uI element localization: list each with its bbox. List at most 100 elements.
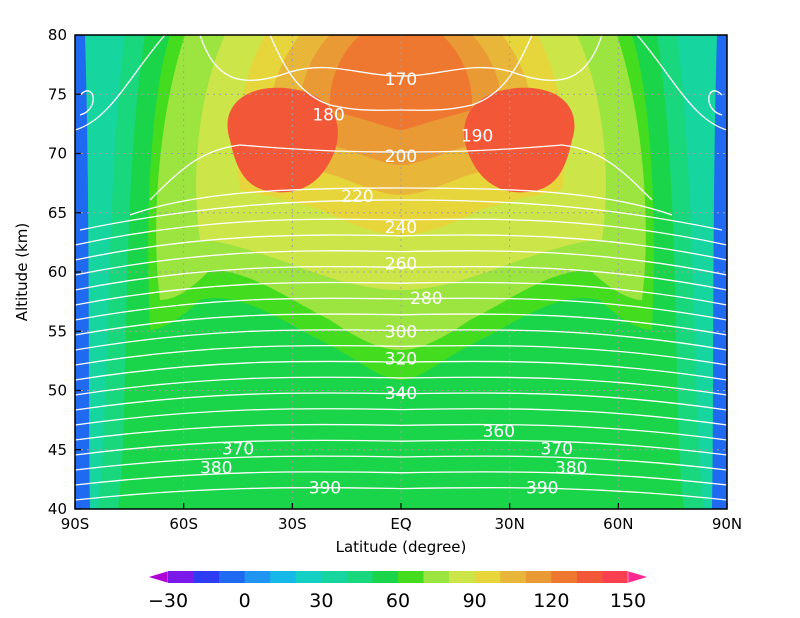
isotherm-line (75, 281, 727, 306)
y-axis-title: Altitude (km) (13, 223, 31, 321)
colorbar-swatch (219, 571, 245, 583)
y-tick-label: 50 (48, 382, 67, 400)
contour-label: 280 (410, 289, 442, 309)
colorbar-tick-label: 0 (239, 590, 251, 612)
x-tick-label: 60N (603, 515, 633, 533)
isotherm-line (75, 297, 727, 321)
isotherm-line (75, 408, 727, 426)
isotherm-line (75, 392, 727, 411)
contour-label: 370 (541, 440, 573, 460)
isotherm-line (75, 250, 727, 276)
contour-fill-layer (75, 35, 727, 509)
colorbar-tick-label: 150 (610, 590, 646, 612)
y-tick-label: 55 (48, 322, 67, 340)
colorbar-swatch (270, 571, 297, 583)
y-tick-label: 40 (48, 500, 67, 518)
y-tick-label: 75 (48, 85, 67, 103)
contour-label: 360 (483, 422, 515, 442)
y-tick-label: 45 (48, 441, 67, 459)
contour-label: 300 (385, 322, 417, 342)
colorbar: −30 0 30 60 90 120 150 (147, 570, 649, 612)
fill-blob-north (464, 87, 575, 193)
isotherm-line (75, 329, 727, 351)
colorbar-swatch (168, 571, 194, 583)
colorbar-tick-label: −30 (148, 590, 188, 612)
isotherm-line (129, 187, 673, 216)
isotherm-line (75, 218, 727, 246)
y-axis: 40 45 50 55 60 65 70 75 80 (48, 26, 81, 518)
colorbar-tick-label: 60 (386, 590, 410, 612)
colorbar-swatch (193, 571, 220, 583)
colorbar-arrow-high (627, 570, 649, 584)
fill-band-140 (329, 35, 473, 130)
isotherm-line (75, 360, 727, 381)
colorbar-swatch (576, 571, 603, 583)
x-axis: 90S 60S 30S EQ 30N 60N 90N (61, 503, 742, 533)
contour-label: 200 (385, 147, 417, 167)
isotherm-line (75, 486, 727, 501)
isotherm-line (75, 455, 727, 471)
contour-label: 220 (341, 187, 373, 207)
isotherm-line (75, 234, 727, 261)
x-axis-title: Latitude (degree) (336, 538, 467, 556)
colorbar-swatch (449, 571, 475, 583)
isotherm-line (75, 376, 727, 396)
x-tick-label: 30S (278, 515, 307, 533)
isotherm-line (199, 35, 603, 82)
isotherm-line (75, 344, 727, 366)
colorbar-swatch (398, 571, 424, 583)
isotherm-line (269, 35, 533, 111)
isotherm-line (75, 313, 727, 336)
isotherm-line (75, 265, 727, 291)
y-tick-label: 80 (48, 26, 67, 44)
contour-label: 240 (385, 218, 417, 238)
isotherm-line (79, 199, 723, 231)
contour-label: 390 (309, 479, 341, 499)
contour-label: 190 (461, 127, 493, 147)
y-tick-label: 65 (48, 204, 67, 222)
isotherm-line (75, 439, 727, 456)
contour-label: 370 (222, 440, 254, 460)
contour-label: 260 (385, 255, 417, 275)
isotherm-line (75, 471, 727, 486)
x-tick-label: 60S (169, 515, 198, 533)
contour-lines (75, 35, 727, 501)
contour-label: 380 (200, 459, 232, 479)
isotherm-line (75, 423, 727, 441)
x-tick-label: 90N (712, 515, 742, 533)
contour-label: 380 (555, 459, 587, 479)
y-tick-label: 70 (48, 145, 67, 163)
x-tick-label: 90S (61, 515, 90, 533)
contour-label: 180 (312, 105, 344, 125)
colorbar-swatch (321, 571, 348, 583)
colorbar-arrow-low (147, 570, 169, 584)
colorbar-swatch (372, 571, 399, 583)
colorbar-swatch (244, 571, 271, 583)
colorbar-tick-label: 30 (309, 590, 333, 612)
x-tick-label: EQ (390, 515, 411, 533)
x-tick-label: 30N (495, 515, 525, 533)
colorbar-swatch (602, 571, 629, 583)
contour-label: 390 (526, 479, 558, 499)
colorbar-swatch (474, 571, 501, 583)
colorbar-swatch (525, 571, 552, 583)
colorbar-swatch (423, 571, 450, 583)
contour-label: 170 (385, 70, 417, 90)
colorbar-swatch (295, 571, 322, 583)
isotherm-line (149, 144, 653, 201)
colorbar-swatch (346, 571, 373, 583)
grid-lines (75, 35, 727, 509)
colorbar-tick-label: 90 (463, 590, 487, 612)
contour-label: 320 (385, 350, 417, 370)
colorbar-swatch (500, 571, 527, 583)
colorbar-tick-label: 120 (533, 590, 569, 612)
isotherm-line (636, 35, 727, 131)
y-tick-label: 60 (48, 263, 67, 281)
isotherm-line (79, 90, 723, 116)
colorbar-swatch (551, 571, 578, 583)
fill-blob-south (227, 87, 338, 193)
contour-label: 340 (385, 384, 417, 404)
